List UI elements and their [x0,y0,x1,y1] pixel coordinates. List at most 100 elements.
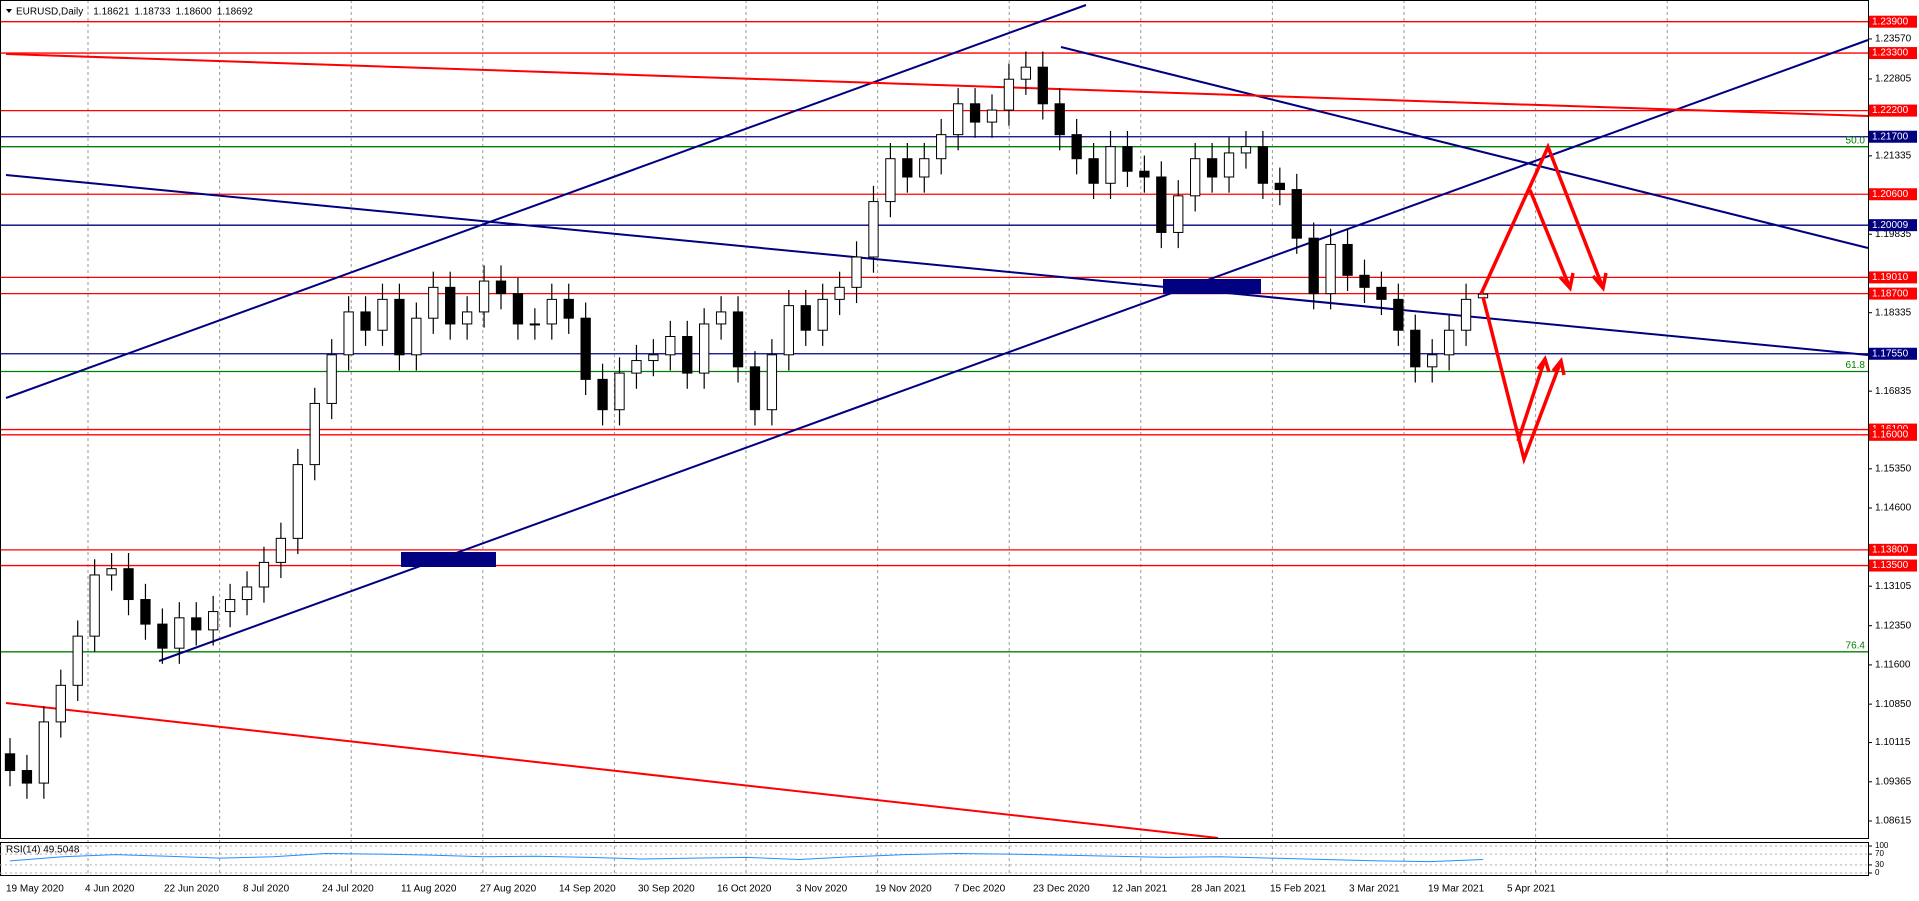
candle-body [1274,182,1285,191]
menu-triangle [6,9,12,13]
candle-body [478,280,490,313]
candle-body [326,354,337,404]
quote-value: 1.18621 [93,7,130,18]
x-tick-label: 19 Nov 2020 [875,884,932,895]
y-tick-label: 1.08615 [1875,816,1912,827]
candle-body [1325,243,1336,295]
rsi-tick-label: 70 [1875,849,1884,858]
quote-value: 1.18733 [134,7,171,18]
candle-body [1291,189,1302,239]
arrow-head [1536,355,1551,373]
candle-body [1376,286,1387,300]
x-tick-label: 14 Sep 2020 [559,884,616,895]
arrow [1516,358,1547,442]
candle-body [1257,146,1269,184]
arrow-head [1551,357,1566,376]
candle-body [394,298,405,356]
candle-body [986,109,998,123]
x-tick-label: 23 Dec 2020 [1033,884,1090,895]
candle-body [1156,176,1167,233]
candle-body [275,537,287,563]
candle-body [1308,237,1319,295]
candle-body [1054,103,1065,136]
y-tick-label: 1.18335 [1875,307,1912,318]
candle-body [445,286,456,325]
trend-line [5,702,1219,839]
candle-body [140,599,151,625]
arrow [1528,189,1572,289]
x-tick-label: 19 Mar 2021 [1428,884,1485,895]
zone [1163,279,1261,294]
level-label: 1.16000 [1872,429,1909,440]
candle-body [377,298,388,331]
candle-body [783,305,794,356]
y-tick-label: 1.12350 [1875,620,1912,631]
candle-body [580,317,591,380]
candle-body [1460,298,1472,331]
level-label: 1.23300 [1872,48,1909,59]
candle-body [699,323,710,374]
candle-body [732,311,744,368]
candle-body [614,372,625,411]
x-tick-label: 12 Jan 2021 [1112,884,1167,895]
x-tick-label: 11 Aug 2020 [401,884,457,895]
candle-body [4,753,16,772]
fib-label: 76.4 [1846,640,1866,651]
candle-body [1427,354,1438,368]
candle-body [682,335,693,374]
plot-frame [0,0,1869,839]
candle-body [563,298,574,319]
y-tick-label: 1.11600 [1875,660,1911,671]
fib-label: 61.8 [1846,360,1866,371]
levels: 50.0 61.8 76.4 [0,21,1868,653]
y-tick-label: 1.23570 [1875,34,1912,45]
candle-body [1359,274,1370,288]
candle-body [224,599,236,613]
level-box [1869,219,1917,232]
level-box [1869,15,1917,28]
x-tick-label: 19 May 2020 [6,884,64,895]
candle-body [343,311,354,356]
trend-line [1060,46,1869,249]
rsi-tick-label: 0 [1875,868,1880,877]
candle-body [55,684,66,723]
candle-body [529,323,541,326]
candle-body [834,286,845,300]
level-box [1869,104,1917,117]
candle-body [428,286,439,319]
y-tick-label: 1.21335 [1875,150,1912,161]
candle-body [1071,134,1082,160]
level-label: 1.13500 [1872,560,1909,571]
level-box [1869,543,1917,556]
candle-body [1190,158,1201,197]
candle-body [38,721,50,784]
x-tick-label: 16 Oct 2020 [717,884,772,895]
candle-body [89,574,100,637]
candle-body [1122,146,1133,172]
candle-body [495,280,507,295]
level-label: 1.18700 [1872,288,1909,299]
candle-body [919,158,930,178]
candle-body [309,402,320,466]
y-tick-label: 1.13105 [1875,581,1912,592]
candle-body [1139,170,1150,178]
x-tick-label: 3 Mar 2021 [1349,884,1400,895]
level-label: 1.21700 [1872,131,1909,142]
candle-body [1443,329,1455,356]
candle-body [21,770,33,784]
candle-body [1088,158,1099,184]
candle-body [800,305,811,331]
candle-body [1410,329,1421,368]
rsi-tick-label: 30 [1875,860,1884,869]
candle-body [461,311,473,325]
candle-body [885,158,896,203]
level-box [1869,559,1917,572]
y-tick-label: 1.19835 [1875,229,1912,240]
candle-body [631,360,642,374]
y-tick-label: 1.10115 [1875,737,1911,748]
candle-body [1240,146,1252,154]
arrow [1481,296,1563,465]
level-box [1869,188,1917,201]
